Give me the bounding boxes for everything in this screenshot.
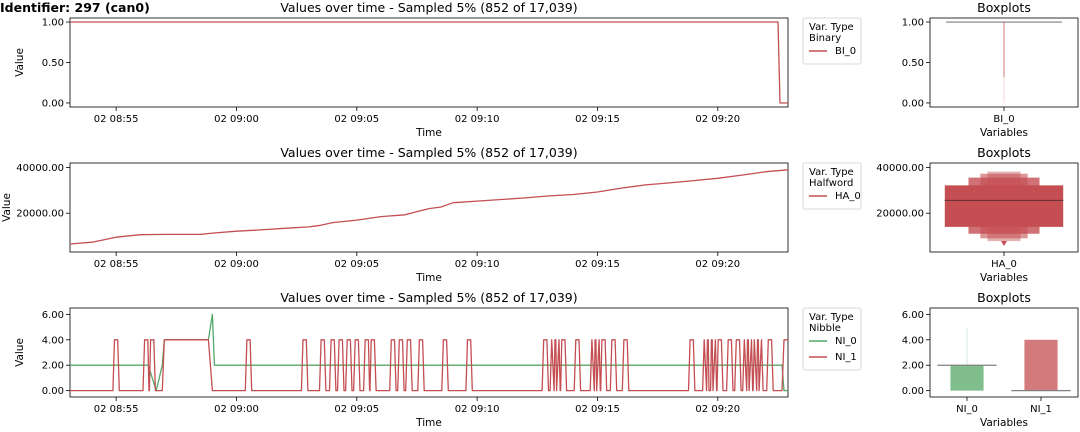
x-axis-label: Variables	[980, 417, 1028, 429]
chart-title: Boxplots	[977, 0, 1031, 15]
chart-title: Values over time - Sampled 5% (852 of 17…	[280, 0, 577, 15]
x-tick-label: 02 09:05	[334, 404, 379, 415]
x-tick-label: 02 08:55	[94, 114, 139, 125]
y-tick-label: 20000.00	[876, 209, 924, 220]
legend-entry: NI_0	[835, 336, 857, 347]
legend-box	[802, 307, 862, 371]
legend-entry: BI_0	[835, 46, 856, 57]
chart-title: Values over time - Sampled 5% (852 of 17…	[280, 290, 577, 305]
y-tick-label: 6.00	[902, 310, 924, 321]
outlier-marker	[1001, 241, 1007, 247]
legend-entry: HA_0	[835, 191, 861, 202]
y-tick-label: 4.00	[42, 335, 64, 346]
x-tick-label: 02 09:20	[695, 259, 740, 270]
chart-title: Boxplots	[977, 290, 1031, 305]
y-tick-label: 2.00	[42, 361, 64, 372]
boxen-box	[1024, 339, 1058, 391]
y-tick-label: 1.00	[902, 18, 924, 29]
x-axis-label: Variables	[980, 272, 1028, 284]
y-tick-label: 2.00	[902, 361, 924, 372]
y-tick-label: 20000.00	[16, 209, 64, 220]
x-tick-label: 02 08:55	[94, 404, 139, 415]
y-axis-label: Value	[1, 193, 13, 222]
axes-frame	[69, 307, 789, 398]
timeseries-3: Values over time - Sampled 5% (852 of 17…	[14, 290, 862, 429]
y-tick-label: 6.00	[42, 310, 64, 321]
y-tick-label: 0.00	[902, 98, 924, 109]
legend-title: Var. Type	[809, 312, 854, 323]
x-tick-label: 02 09:00	[214, 259, 259, 270]
axes-frame	[929, 307, 1079, 398]
identifier-header: Identifier: 297 (can0)	[0, 0, 150, 15]
x-tick-label: 02 09:10	[455, 114, 500, 125]
y-tick-label: 0.50	[902, 58, 924, 69]
x-tick-label: 02 09:05	[334, 114, 379, 125]
series-line-HA_0	[69, 169, 789, 245]
x-tick-label: 02 09:20	[695, 404, 740, 415]
y-tick-label: 4.00	[902, 335, 924, 346]
x-tick-label: HA_0	[991, 259, 1017, 270]
y-tick-label: 0.00	[42, 386, 64, 397]
x-tick-label: NI_0	[956, 404, 978, 415]
boxplot-1: Boxplots 0.00 0.50 1.00 Variables BI_0	[902, 0, 1079, 139]
chart-title: Boxplots	[977, 145, 1031, 160]
legend-subtitle: Halfword	[809, 178, 853, 189]
chart-title: Values over time - Sampled 5% (852 of 17…	[280, 145, 577, 160]
x-tick-label: 02 09:15	[575, 404, 620, 415]
x-tick-label: 02 09:05	[334, 259, 379, 270]
x-axis-label: Variables	[980, 127, 1028, 139]
x-tick-label: 02 09:10	[455, 404, 500, 415]
x-tick-label: 02 09:15	[575, 259, 620, 270]
legend-box	[802, 162, 862, 210]
legend-title: Var. Type	[809, 167, 854, 178]
x-tick-label: 02 09:00	[214, 404, 259, 415]
x-axis-label: Time	[415, 417, 442, 429]
y-tick-label: 40000.00	[16, 163, 64, 174]
x-tick-label: NI_1	[1030, 404, 1052, 415]
x-axis-label: Time	[415, 127, 442, 139]
x-axis-label: Time	[415, 272, 442, 284]
y-axis-label: Value	[14, 48, 26, 77]
x-tick-label: 02 09:10	[455, 259, 500, 270]
timeseries-2: Values over time - Sampled 5% (852 of 17…	[1, 145, 862, 284]
legend-subtitle: Binary	[809, 33, 841, 44]
legend-subtitle: Nibble	[809, 323, 841, 334]
y-axis-label: Value	[14, 338, 26, 367]
legend-box	[802, 17, 862, 65]
y-tick-label: 40000.00	[876, 163, 924, 174]
series-line-NI_0	[70, 313, 788, 392]
x-tick-label: 02 09:00	[214, 114, 259, 125]
x-tick-label: BI_0	[993, 114, 1014, 125]
y-tick-label: 0.00	[42, 98, 64, 109]
boxen-box	[950, 365, 984, 391]
x-tick-label: 02 09:20	[695, 114, 740, 125]
legend-entry: NI_1	[835, 352, 857, 363]
y-tick-label: 0.50	[42, 58, 64, 69]
axes-frame	[69, 162, 789, 253]
series-line-NI_1	[70, 339, 788, 392]
axes-frame	[69, 17, 789, 108]
timeseries-1: Values over time - Sampled 5% (852 of 17…	[14, 0, 862, 139]
y-tick-label: 1.00	[42, 18, 64, 29]
x-tick-label: 02 09:15	[575, 114, 620, 125]
series-line-BI_0	[70, 21, 788, 104]
boxplot-2: Boxplots 20000.00 40000.00 Variables HA_0	[876, 145, 1079, 284]
x-tick-label: 02 08:55	[94, 259, 139, 270]
boxen-level	[944, 185, 1064, 227]
legend-title: Var. Type	[809, 22, 854, 33]
y-tick-label: 0.00	[902, 386, 924, 397]
